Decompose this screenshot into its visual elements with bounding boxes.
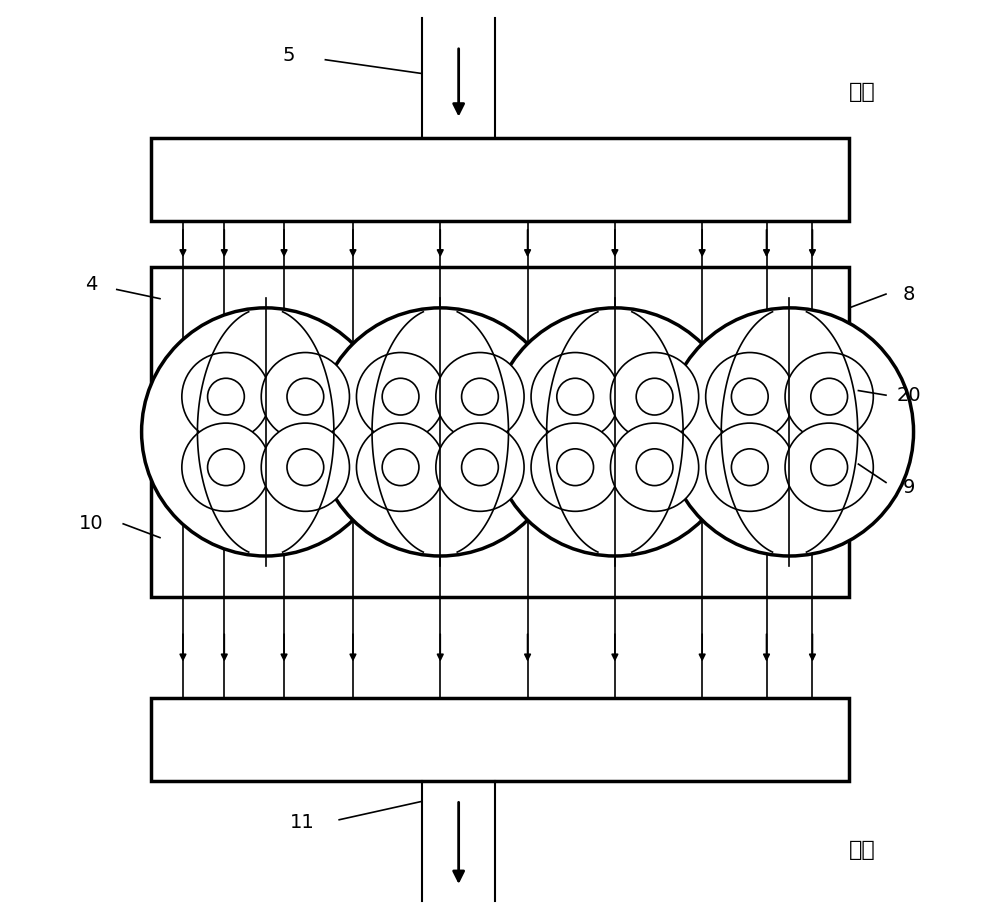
Text: 排气: 排气 bbox=[849, 840, 876, 860]
Circle shape bbox=[706, 353, 794, 441]
Circle shape bbox=[462, 448, 498, 485]
Circle shape bbox=[261, 423, 349, 511]
Circle shape bbox=[436, 353, 524, 441]
Circle shape bbox=[287, 448, 324, 485]
Circle shape bbox=[462, 379, 498, 415]
Polygon shape bbox=[151, 698, 849, 781]
Text: 4: 4 bbox=[85, 276, 97, 294]
Circle shape bbox=[731, 448, 768, 485]
Circle shape bbox=[557, 448, 594, 485]
Circle shape bbox=[491, 308, 739, 556]
Text: 20: 20 bbox=[897, 386, 921, 404]
Circle shape bbox=[531, 423, 619, 511]
Circle shape bbox=[182, 423, 270, 511]
Circle shape bbox=[287, 379, 324, 415]
Circle shape bbox=[785, 423, 873, 511]
Text: 11: 11 bbox=[290, 813, 315, 832]
Circle shape bbox=[706, 423, 794, 511]
Circle shape bbox=[811, 379, 848, 415]
Circle shape bbox=[316, 308, 564, 556]
Circle shape bbox=[610, 423, 699, 511]
Circle shape bbox=[811, 448, 848, 485]
Circle shape bbox=[382, 448, 419, 485]
Circle shape bbox=[208, 448, 244, 485]
Text: 8: 8 bbox=[903, 285, 915, 303]
Circle shape bbox=[636, 379, 673, 415]
Circle shape bbox=[208, 379, 244, 415]
Circle shape bbox=[182, 353, 270, 441]
Circle shape bbox=[665, 308, 914, 556]
Text: 10: 10 bbox=[79, 515, 103, 533]
Circle shape bbox=[356, 353, 445, 441]
Circle shape bbox=[785, 353, 873, 441]
Text: 5: 5 bbox=[282, 46, 295, 64]
Text: 进气: 进气 bbox=[849, 82, 876, 102]
Circle shape bbox=[731, 379, 768, 415]
Circle shape bbox=[557, 379, 594, 415]
Circle shape bbox=[636, 448, 673, 485]
Circle shape bbox=[531, 353, 619, 441]
Polygon shape bbox=[151, 267, 849, 597]
Circle shape bbox=[261, 353, 349, 441]
Circle shape bbox=[610, 353, 699, 441]
Polygon shape bbox=[151, 138, 849, 221]
Circle shape bbox=[382, 379, 419, 415]
Text: 9: 9 bbox=[903, 478, 915, 496]
Circle shape bbox=[356, 423, 445, 511]
Circle shape bbox=[142, 308, 390, 556]
Circle shape bbox=[436, 423, 524, 511]
